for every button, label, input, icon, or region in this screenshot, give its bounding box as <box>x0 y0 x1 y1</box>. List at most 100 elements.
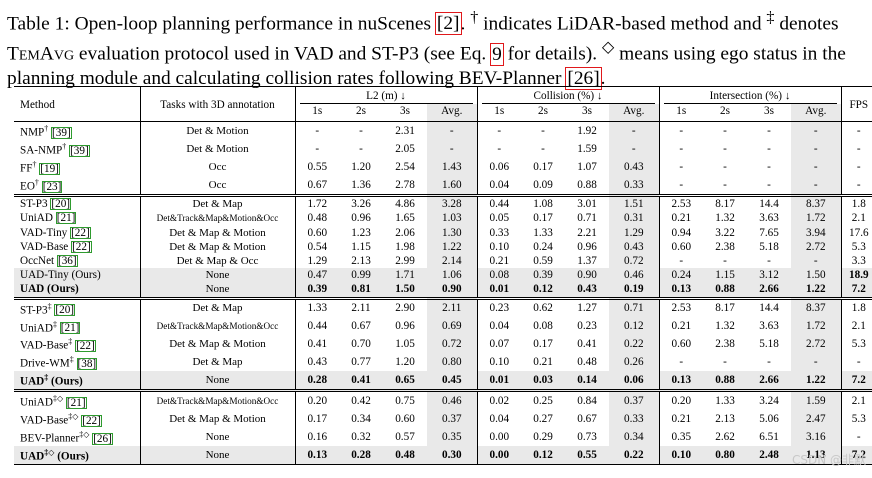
value-cell: 2.05 <box>395 143 415 156</box>
value-cell: 2.78 <box>395 179 415 192</box>
value-cell: 2.62 <box>715 431 735 443</box>
tasks-cell: Occ <box>140 176 296 196</box>
value-cell: 0.46 <box>609 268 660 283</box>
subheader-11: 3s <box>764 105 774 118</box>
value-cell: 3.24 <box>747 389 792 411</box>
value-cell: 0.72 <box>427 335 478 354</box>
subheader-5: 1s <box>494 105 505 118</box>
tasks-cell: Det & Map & Occ <box>140 253 296 269</box>
citation-link[interactable]: [38] <box>76 358 98 371</box>
method-suffix: (Ours) <box>48 376 83 389</box>
value-cell: 1.51 <box>609 194 660 212</box>
value-cell: 0.04 <box>489 413 510 426</box>
method-superscript: ‡ <box>44 373 49 383</box>
citation-link[interactable]: [22] <box>70 226 91 239</box>
tasks-cell: Det & Map & Motion <box>140 225 296 240</box>
value-cell: 2.48 <box>747 446 792 466</box>
value-cell: 8.17 <box>703 194 748 212</box>
citation-link[interactable]: [22] <box>75 340 96 353</box>
value-cell: 1.15 <box>703 268 748 283</box>
value-cell: 6.51 <box>759 431 779 443</box>
value-cell: - <box>295 121 339 141</box>
value-cell: 0.96 <box>395 320 415 333</box>
header-collision: Collision (%) ↓ <box>477 86 660 105</box>
value-cell: 2.72 <box>791 239 842 254</box>
value-cell: 0.48 <box>577 356 597 369</box>
method-superscript: ‡◇ <box>52 394 64 404</box>
table-row: UAD‡ (Ours) None 0.28 0.41 0.65 0.45 0.01 0.03 0… <box>14 371 872 391</box>
fps-cell: - <box>856 431 861 443</box>
citation-link[interactable]: [22] <box>81 414 102 427</box>
value-cell: 0.43 <box>307 356 328 369</box>
method-superscript: ‡◇ <box>68 412 79 422</box>
value-cell: 0.08 <box>533 320 553 333</box>
caption-ref-nuscenes[interactable]: [2] <box>434 12 462 36</box>
subheader-8: Avg. <box>609 104 660 122</box>
value-cell: 0.13 <box>659 371 704 391</box>
value-cell: 0.43 <box>565 282 610 299</box>
tasks-cell: None <box>140 371 296 391</box>
value-cell: 0.59 <box>533 254 553 267</box>
value-cell: 0.67 <box>307 179 328 192</box>
tasks-cell: None <box>140 446 296 466</box>
value-cell: - <box>679 356 684 369</box>
table-row: ST-P3 [20] Det & Map 1.72 3.26 4.86 3.28 0.44 1… <box>14 194 872 212</box>
value-cell: - <box>767 143 771 156</box>
method-cell: UAD‡◇ (Ours) <box>14 446 141 466</box>
value-cell: 2.38 <box>715 338 735 351</box>
tasks-cell: Det&Track&Map&Motion&Occ <box>140 389 296 411</box>
value-cell: 1.07 <box>577 161 597 174</box>
citation-link[interactable]: [39] <box>51 127 72 140</box>
citation-link[interactable]: [21] <box>65 397 87 409</box>
method-name: VAD-Base <box>20 414 69 427</box>
value-cell: 0.46 <box>427 389 478 411</box>
value-cell: 0.73 <box>577 431 597 443</box>
value-cell: 0.07 <box>489 338 510 351</box>
value-cell: 0.57 <box>395 431 415 443</box>
method-superscript: ‡ <box>68 337 73 347</box>
citation-link[interactable]: [22] <box>71 240 92 253</box>
value-cell: 0.32 <box>351 431 371 443</box>
citation-link[interactable]: [20] <box>50 198 72 211</box>
tasks-cell: Det & Map <box>140 194 296 212</box>
value-cell: 0.80 <box>703 446 748 466</box>
citation-link[interactable]: [39] <box>69 145 90 158</box>
value-cell: 1.36 <box>351 179 371 192</box>
method-cell: ST-P3 [20] <box>14 194 141 212</box>
citation-link[interactable]: [36] <box>56 254 78 267</box>
value-cell: 3.16 <box>791 428 842 447</box>
caption-ref-bev-planner[interactable]: [26] <box>565 66 602 90</box>
value-cell: 0.71 <box>577 212 597 225</box>
tasks-cell: Det&Track&Map&Motion&Occ <box>140 317 296 336</box>
value-cell: 0.24 <box>533 240 553 253</box>
value-cell: 3.22 <box>715 226 735 239</box>
value-cell: 0.13 <box>295 446 339 466</box>
value-cell: 0.55 <box>565 446 610 466</box>
value-cell: 2.72 <box>791 335 842 354</box>
value-cell: 1.43 <box>427 158 478 177</box>
subheader-1: 1s <box>312 105 323 118</box>
citation-link[interactable]: [19] <box>39 163 60 176</box>
method-superscript: † <box>62 142 67 152</box>
citation-link[interactable]: [21] <box>55 212 77 225</box>
value-cell: 14.4 <box>747 194 792 212</box>
value-cell: 0.20 <box>659 389 704 411</box>
caption-ref-eq9[interactable]: 9 <box>490 42 504 66</box>
value-cell: - <box>791 253 842 269</box>
watermark: CSDN @非默 <box>791 453 866 467</box>
table-row: VAD-Base [22] Det & Map & Motion 0.54 1.15 1… <box>14 239 872 254</box>
citation-link[interactable]: [23] <box>41 180 63 193</box>
tasks-cell: Det & Map & Motion <box>140 335 296 354</box>
method-cell: VAD-Base‡◇ [22] <box>14 410 141 429</box>
method-superscript: ‡◇ <box>44 448 55 458</box>
value-cell: - <box>659 121 704 141</box>
citation-link[interactable]: [26] <box>92 432 113 445</box>
value-cell: 0.21 <box>671 413 692 426</box>
value-cell: 0.35 <box>427 428 478 447</box>
tasks-cell: Det & Map <box>140 296 296 318</box>
citation-link[interactable]: [20] <box>54 304 76 317</box>
value-cell: - <box>723 179 727 192</box>
value-cell: 8.37 <box>791 296 842 318</box>
value-cell: - <box>359 143 363 156</box>
citation-link[interactable]: [21] <box>59 322 81 335</box>
